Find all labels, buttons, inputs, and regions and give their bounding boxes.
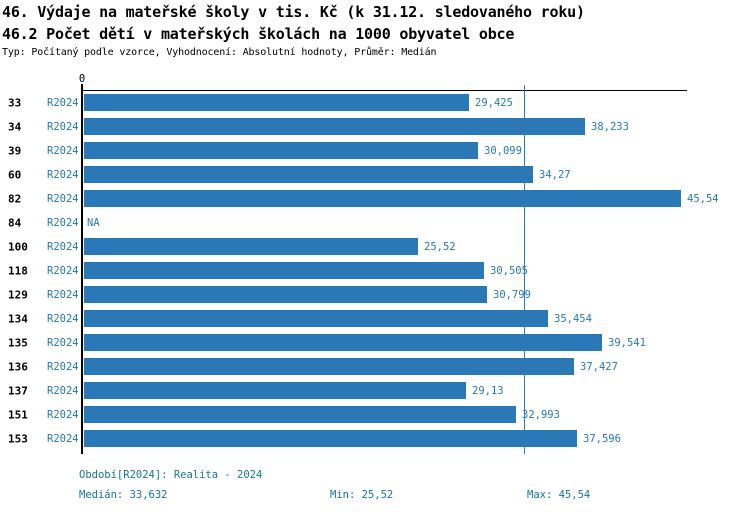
value-bar [84, 94, 469, 111]
chart-subtitle: Typ: Počítaný podle vzorce, Vyhodnocení:… [2, 47, 437, 58]
table-row: 39 R2024 30,099 [0, 139, 750, 163]
row-category-label: 60 [8, 168, 22, 182]
row-period-label: R2024 [47, 337, 79, 349]
bar-value-label: 35,454 [554, 313, 592, 325]
bar-value-label: 37,427 [580, 361, 618, 373]
value-bar [84, 310, 548, 327]
bar-value-label: 29,425 [475, 97, 513, 109]
value-bar [84, 430, 577, 447]
row-category-label: 100 [8, 240, 28, 254]
table-row: 153 R2024 37,596 [0, 427, 750, 451]
bar-rows-container: 33 R2024 29,425 34 R2024 38,233 39 R2024 30,099 6… [0, 91, 750, 451]
bar-value-label: 30,505 [490, 265, 528, 277]
table-row: 118 R2024 30,505 [0, 259, 750, 283]
row-category-label: 82 [8, 192, 22, 206]
bar-value-label: 39,541 [608, 337, 646, 349]
value-bar [84, 286, 487, 303]
row-period-label: R2024 [47, 409, 79, 421]
y-axis-line [81, 84, 83, 454]
row-category-label: 134 [8, 312, 28, 326]
bar-value-label: 32,993 [522, 409, 560, 421]
row-period-label: R2024 [47, 145, 79, 157]
row-category-label: 39 [8, 144, 22, 158]
value-bar [84, 406, 516, 423]
x-axis-tick-label-zero: 0 [78, 73, 86, 85]
value-bar [84, 118, 585, 135]
table-row: 134 R2024 35,454 [0, 307, 750, 331]
row-category-label: 34 [8, 120, 22, 134]
value-bar [84, 382, 466, 399]
bar-value-label: 34,27 [539, 169, 571, 181]
row-category-label: 151 [8, 408, 28, 422]
footer-max-text: Max: 45,54 [527, 489, 591, 501]
row-period-label: R2024 [47, 97, 79, 109]
table-row: 82 R2024 45,54 [0, 187, 750, 211]
footer-period-text: Období[R2024]: Realita - 2024 [79, 469, 263, 481]
row-period-label: R2024 [47, 217, 79, 229]
row-period-label: R2024 [47, 121, 79, 133]
row-category-label: 84 [8, 216, 22, 230]
bar-value-label: 25,52 [424, 241, 456, 253]
value-bar [84, 142, 478, 159]
value-bar [84, 334, 602, 351]
row-period-label: R2024 [47, 313, 79, 325]
table-row: 137 R2024 29,13 [0, 379, 750, 403]
footer-min-text: Min: 25,52 [330, 489, 394, 501]
bar-value-label: 30,099 [484, 145, 522, 157]
value-bar [84, 190, 681, 207]
row-period-label: R2024 [47, 265, 79, 277]
value-bar [84, 166, 533, 183]
table-row: 100 R2024 25,52 [0, 235, 750, 259]
row-category-label: 129 [8, 288, 28, 302]
row-category-label: 135 [8, 336, 28, 350]
median-reference-line [524, 85, 525, 454]
row-na-label: NA [87, 217, 100, 229]
table-row: 136 R2024 37,427 [0, 355, 750, 379]
table-row: 34 R2024 38,233 [0, 115, 750, 139]
bar-value-label: 37,596 [583, 433, 621, 445]
row-category-label: 153 [8, 432, 28, 446]
value-bar [84, 262, 484, 279]
row-category-label: 118 [8, 264, 28, 278]
row-category-label: 33 [8, 96, 22, 110]
bar-value-label: 38,233 [591, 121, 629, 133]
table-row: 33 R2024 29,425 [0, 91, 750, 115]
row-period-label: R2024 [47, 361, 79, 373]
row-period-label: R2024 [47, 241, 79, 253]
row-period-label: R2024 [47, 169, 79, 181]
value-bar [84, 358, 574, 375]
table-row: 84 R2024 NA [0, 211, 750, 235]
table-row: 129 R2024 30,799 [0, 283, 750, 307]
chart-title-line1: 46. Výdaje na mateřské školy v tis. Kč (… [2, 3, 585, 21]
bar-value-label: 30,799 [493, 289, 531, 301]
row-category-label: 136 [8, 360, 28, 374]
value-bar [84, 238, 418, 255]
row-period-label: R2024 [47, 289, 79, 301]
table-row: 60 R2024 34,27 [0, 163, 750, 187]
x-axis-line [81, 90, 687, 91]
bar-value-label: 45,54 [687, 193, 719, 205]
bar-value-label: 29,13 [472, 385, 504, 397]
table-row: 151 R2024 32,993 [0, 403, 750, 427]
row-period-label: R2024 [47, 385, 79, 397]
row-period-label: R2024 [47, 193, 79, 205]
chart-title-line2: 46.2 Počet dětí v mateřských školách na … [2, 25, 515, 43]
row-category-label: 137 [8, 384, 28, 398]
table-row: 135 R2024 39,541 [0, 331, 750, 355]
footer-median-text: Medián: 33,632 [79, 489, 168, 501]
row-period-label: R2024 [47, 433, 79, 445]
